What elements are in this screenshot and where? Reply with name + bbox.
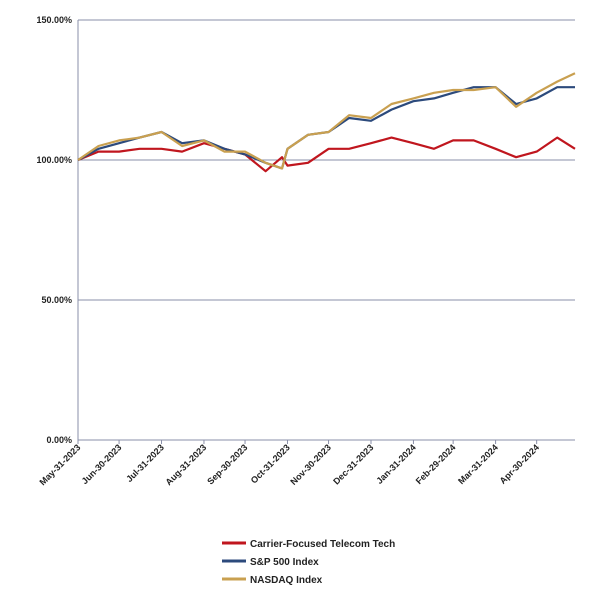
- x-tick-label: Jun-30-2023: [80, 442, 124, 486]
- legend-label: NASDAQ Index: [250, 575, 323, 586]
- y-tick-label: 150.00%: [36, 15, 72, 25]
- x-tick-label: Oct-31-2023: [249, 442, 292, 485]
- x-tick-label: Aug-31-2023: [163, 442, 208, 487]
- y-tick-label: 50.00%: [41, 295, 72, 305]
- x-tick-label: Sep-30-2023: [205, 442, 249, 486]
- x-tick-label: May-31-2023: [37, 442, 82, 487]
- x-tick-label: Dec-31-2023: [331, 442, 375, 486]
- x-tick-label: Mar-31-2024: [456, 442, 500, 486]
- x-tick-label: Jul-31-2023: [124, 442, 166, 484]
- legend-label: S&P 500 Index: [250, 557, 319, 568]
- y-tick-label: 0.00%: [46, 435, 72, 445]
- series-line: [77, 72, 576, 170]
- x-tick-label: Nov-30-2023: [288, 442, 333, 487]
- y-tick-label: 100.00%: [36, 155, 72, 165]
- series-line: [77, 86, 575, 170]
- x-tick-label: Feb-29-2024: [414, 442, 458, 486]
- x-tick-label: Apr-30-2024: [498, 442, 542, 486]
- legend-label: Carrier-Focused Telecom Tech: [250, 539, 395, 550]
- series-line: [77, 136, 576, 173]
- x-tick-label: Jan-31-2024: [374, 442, 418, 486]
